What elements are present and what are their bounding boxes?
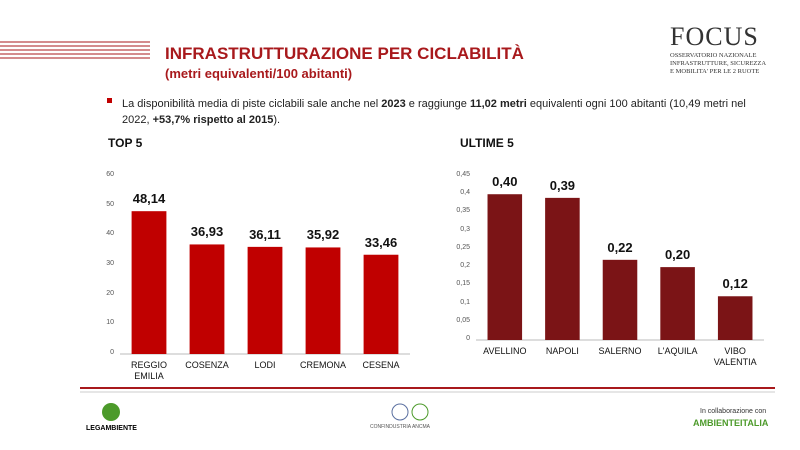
data-label: 36,93 bbox=[190, 224, 224, 240]
x-tick-label: CREMONA bbox=[299, 360, 346, 370]
bar bbox=[247, 246, 283, 354]
bullet-segment: +53,7% rispetto al 2015 bbox=[152, 114, 274, 126]
subtitle: (metri equivalenti/100 abitanti) bbox=[165, 66, 353, 81]
chart-title: ULTIME 5 bbox=[460, 136, 514, 150]
y-tick-label: 30 bbox=[106, 260, 114, 267]
footer-logo: LEGAMBIENTE bbox=[86, 425, 137, 432]
logo-line: OSSERVATORIO NAZIONALE bbox=[670, 52, 757, 59]
logo-line: E MOBILITA' PER LE 2 RUOTE bbox=[670, 68, 760, 75]
data-label: 0,22 bbox=[607, 239, 633, 255]
data-label: 0,12 bbox=[722, 276, 748, 292]
bar bbox=[363, 254, 399, 354]
x-tick-label: VIBO VALENTIA bbox=[713, 346, 757, 367]
chart-title: TOP 5 bbox=[108, 136, 143, 150]
y-tick-label: 0,1 bbox=[460, 298, 470, 306]
bullet-segment: e raggiunge bbox=[405, 98, 470, 110]
bar bbox=[131, 211, 167, 354]
logo-line: INFRASTRUTTURE, SICUREZZA bbox=[670, 60, 767, 67]
x-tick-label: COSENZA bbox=[185, 360, 229, 370]
data-label: 48,14 bbox=[132, 191, 166, 207]
y-tick-label: 20 bbox=[106, 289, 114, 297]
title: INFRASTRUTTURAZIONE PER CICLABILITÀ bbox=[165, 44, 524, 63]
data-label: 33,46 bbox=[364, 234, 398, 250]
x-tick-label: CESENA bbox=[362, 360, 400, 370]
x-tick-label: L'AQUILA bbox=[657, 346, 698, 356]
y-tick-label: 0,35 bbox=[456, 207, 470, 215]
data-label: 35,92 bbox=[306, 227, 340, 243]
y-tick-label: 40 bbox=[106, 230, 114, 238]
y-tick-label: 0,25 bbox=[456, 243, 470, 251]
bullet-segment: equivalenti ogni 100 abitanti (10,49 met… bbox=[122, 98, 746, 126]
x-tick-label: REGGIO EMILIA bbox=[130, 360, 167, 381]
bullet-text: La disponibilità media di piste ciclabil… bbox=[122, 96, 762, 128]
y-tick-label: 0,15 bbox=[456, 280, 470, 288]
footer-logo: CONFINDUSTRIA ANCMA bbox=[370, 424, 431, 430]
bar bbox=[717, 296, 753, 340]
bar bbox=[487, 194, 523, 340]
bar bbox=[602, 259, 638, 340]
y-tick-label: 0,45 bbox=[456, 171, 470, 178]
y-tick-label: 0,3 bbox=[460, 225, 470, 233]
x-tick-label: NAPOLI bbox=[545, 346, 579, 356]
bar bbox=[660, 267, 695, 340]
bullet-segment: 2023 bbox=[381, 98, 406, 110]
y-tick-label: 0,2 bbox=[460, 262, 470, 270]
y-tick-label: 0 bbox=[466, 335, 470, 342]
bullet-segment: 11,02 metri bbox=[469, 98, 527, 110]
data-label: 0,40 bbox=[492, 174, 518, 190]
y-tick-label: 60 bbox=[106, 171, 114, 178]
y-tick-label: 10 bbox=[106, 319, 114, 327]
bullet-segment: ). bbox=[273, 114, 281, 126]
x-tick-label: AVELLINO bbox=[483, 346, 527, 356]
data-label: 0,20 bbox=[664, 247, 691, 263]
footer-logo: AMBIENTEITALIA bbox=[693, 418, 769, 428]
y-tick-label: 0,05 bbox=[456, 316, 470, 324]
data-label: 36,11 bbox=[249, 226, 281, 242]
data-label: 0,39 bbox=[549, 177, 576, 193]
bar bbox=[189, 244, 225, 354]
logo-text: OSSERVATORIO NAZIONALE INFRASTRUTTURE, S… bbox=[670, 52, 780, 76]
bar bbox=[305, 247, 341, 354]
bar bbox=[545, 197, 580, 340]
y-tick-label: 0,4 bbox=[460, 189, 470, 197]
logo: FOCUS bbox=[670, 22, 759, 51]
y-tick-label: 0 bbox=[110, 349, 114, 356]
x-tick-label: LODI bbox=[254, 360, 276, 370]
y-tick-label: 50 bbox=[106, 200, 114, 208]
footer-text: In collaborazione con bbox=[700, 408, 767, 415]
x-tick-label: SALERNO bbox=[598, 346, 642, 356]
bullet-segment: La disponibilità media di piste ciclabil… bbox=[122, 98, 382, 110]
